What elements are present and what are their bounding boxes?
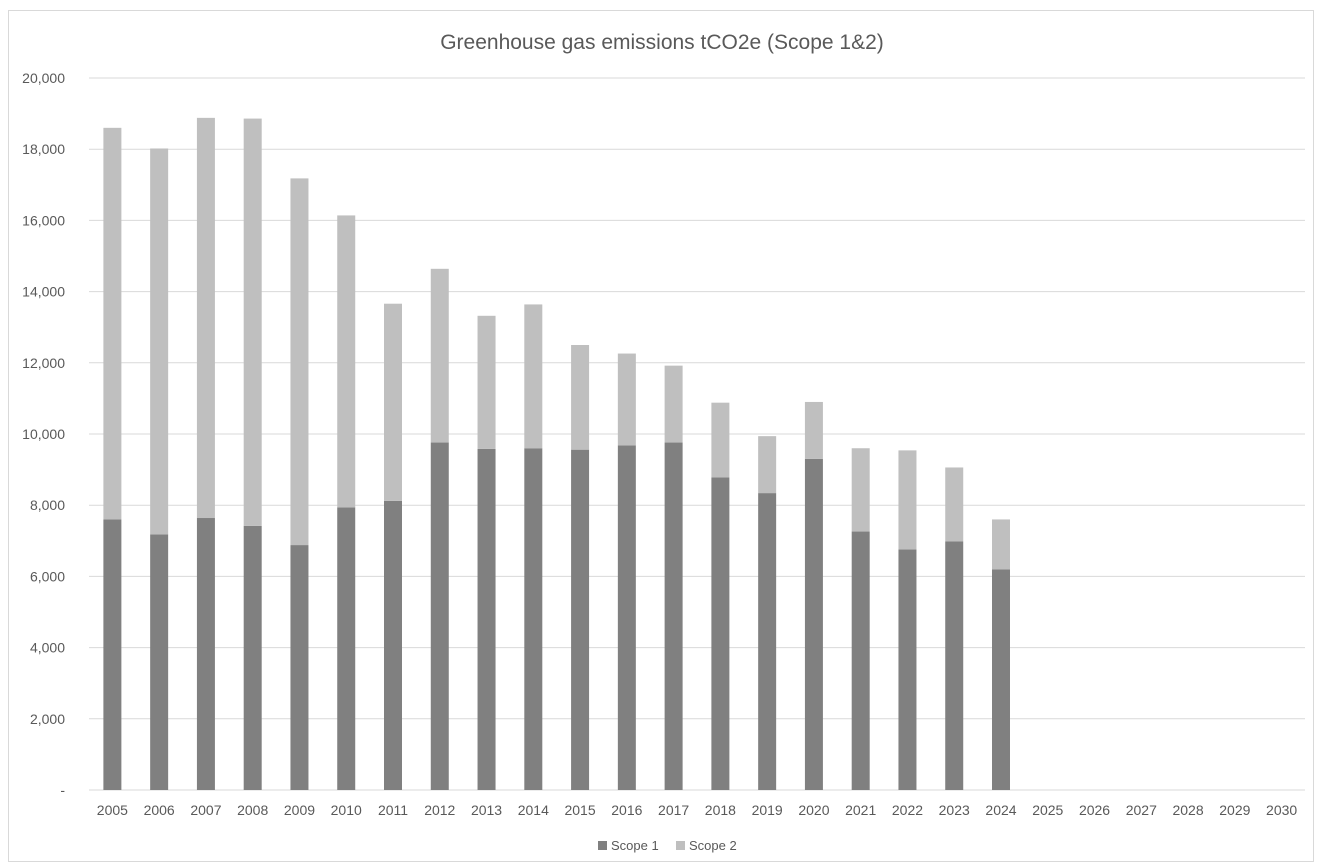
x-tick-label: 2010	[331, 802, 362, 818]
bar-scope-1-2012	[430, 442, 449, 790]
bar-scope-2-2007	[196, 117, 215, 519]
bar-scope-1-2021	[851, 531, 870, 790]
bar-scope-2-2015	[571, 345, 590, 450]
bar-scope-1-2015	[571, 449, 590, 790]
bar-scope-1-2008	[243, 525, 262, 790]
bar-scope-2-2010	[337, 215, 356, 508]
x-tick-label: 2025	[1032, 802, 1063, 818]
x-tick-label: 2030	[1266, 802, 1297, 818]
bar-scope-1-2007	[196, 518, 215, 790]
x-tick-label: 2026	[1079, 802, 1110, 818]
chart-frame: Greenhouse gas emissions tCO2e (Scope 1&…	[8, 10, 1314, 862]
bar-scope-1-2024	[992, 569, 1010, 790]
bar-scope-2-2020	[804, 401, 823, 459]
x-tick-label: 2014	[518, 802, 549, 818]
bar-scope-2-2014	[524, 304, 543, 449]
y-tick-label: 16,000	[22, 212, 65, 228]
bar-scope-1-2019	[758, 493, 777, 790]
bar-scope-2-2006	[150, 148, 169, 535]
y-tick-label: 14,000	[22, 284, 65, 300]
x-tick-label: 2013	[471, 802, 502, 818]
x-tick-label: 2017	[658, 802, 689, 818]
x-tick-label: 2021	[845, 802, 876, 818]
bars	[103, 117, 1010, 790]
bar-scope-1-2013	[477, 448, 496, 790]
x-tick-label: 2020	[798, 802, 829, 818]
bar-scope-2-2018	[711, 402, 730, 478]
x-tick-label: 2012	[424, 802, 455, 818]
gridlines	[89, 77, 1305, 791]
legend-label-scope-1: Scope 1	[611, 838, 659, 853]
x-tick-label: 2007	[190, 802, 221, 818]
stacked-bar-chart: Greenhouse gas emissions tCO2e (Scope 1&…	[22, 31, 1305, 853]
bar-scope-2-2009	[290, 178, 309, 546]
chart-title: Greenhouse gas emissions tCO2e (Scope 1&…	[440, 31, 884, 54]
x-tick-label: 2018	[705, 802, 736, 818]
x-tick-label: 2023	[939, 802, 970, 818]
bar-scope-2-2016	[617, 353, 636, 446]
y-tick-label: 10,000	[22, 426, 65, 442]
legend: Scope 1 Scope 2	[598, 838, 737, 853]
x-tick-label: 2011	[378, 802, 408, 818]
y-axis-ticks: - 2,000 4,000 6,000 8,000 10,000 12,000 14,000 1…	[22, 70, 65, 798]
bar-scope-2-2008	[243, 118, 262, 526]
x-tick-label: 2022	[892, 802, 923, 818]
x-tick-label: 2027	[1126, 802, 1157, 818]
bar-scope-2-2021	[851, 448, 870, 532]
y-tick-label: 8,000	[30, 497, 65, 513]
y-tick-label: 12,000	[22, 355, 65, 371]
bar-scope-2-2005	[103, 127, 122, 520]
bar-scope-1-2014	[524, 448, 543, 790]
bar-scope-2-2019	[758, 436, 777, 494]
bar-scope-1-2005	[103, 519, 122, 790]
x-tick-label: 2016	[611, 802, 642, 818]
bar-scope-1-2018	[711, 477, 730, 790]
x-axis-ticks: 2005 2006 2007 2008 2009 2010 2011 2012 2013 2014…	[97, 802, 1298, 818]
x-tick-label: 2019	[752, 802, 783, 818]
bar-scope-1-2022	[898, 549, 917, 790]
legend-swatch-scope-2	[676, 841, 685, 850]
bar-scope-2-2013	[477, 315, 496, 449]
x-tick-label: 2015	[564, 802, 595, 818]
bar-scope-2-2022	[898, 450, 917, 550]
y-tick-label: -	[60, 782, 65, 798]
bar-scope-1-2011	[384, 500, 402, 790]
bar-scope-1-2016	[617, 445, 636, 790]
x-tick-label: 2008	[237, 802, 268, 818]
bar-scope-2-2024	[992, 519, 1010, 570]
bar-scope-2-2012	[430, 268, 449, 443]
bar-scope-1-2023	[945, 541, 964, 790]
y-tick-label: 6,000	[30, 568, 65, 584]
x-tick-label: 2005	[97, 802, 128, 818]
y-tick-label: 4,000	[30, 640, 65, 656]
bar-scope-2-2023	[945, 467, 964, 542]
y-tick-label: 18,000	[22, 141, 65, 157]
bar-scope-1-2010	[337, 507, 356, 790]
bar-scope-2-2011	[384, 303, 402, 501]
legend-swatch-scope-1	[598, 841, 607, 850]
x-tick-label: 2028	[1172, 802, 1203, 818]
x-tick-label: 2024	[985, 802, 1016, 818]
bar-scope-2-2017	[664, 365, 683, 443]
legend-label-scope-2: Scope 2	[689, 838, 737, 853]
x-tick-label: 2006	[144, 802, 175, 818]
x-tick-label: 2009	[284, 802, 315, 818]
bar-scope-1-2009	[290, 545, 309, 790]
bar-scope-1-2020	[804, 458, 823, 790]
bar-scope-1-2017	[664, 442, 683, 790]
x-tick-label: 2029	[1219, 802, 1250, 818]
bar-scope-1-2006	[150, 534, 169, 790]
y-tick-label: 2,000	[30, 711, 65, 727]
y-tick-label: 20,000	[22, 70, 65, 86]
